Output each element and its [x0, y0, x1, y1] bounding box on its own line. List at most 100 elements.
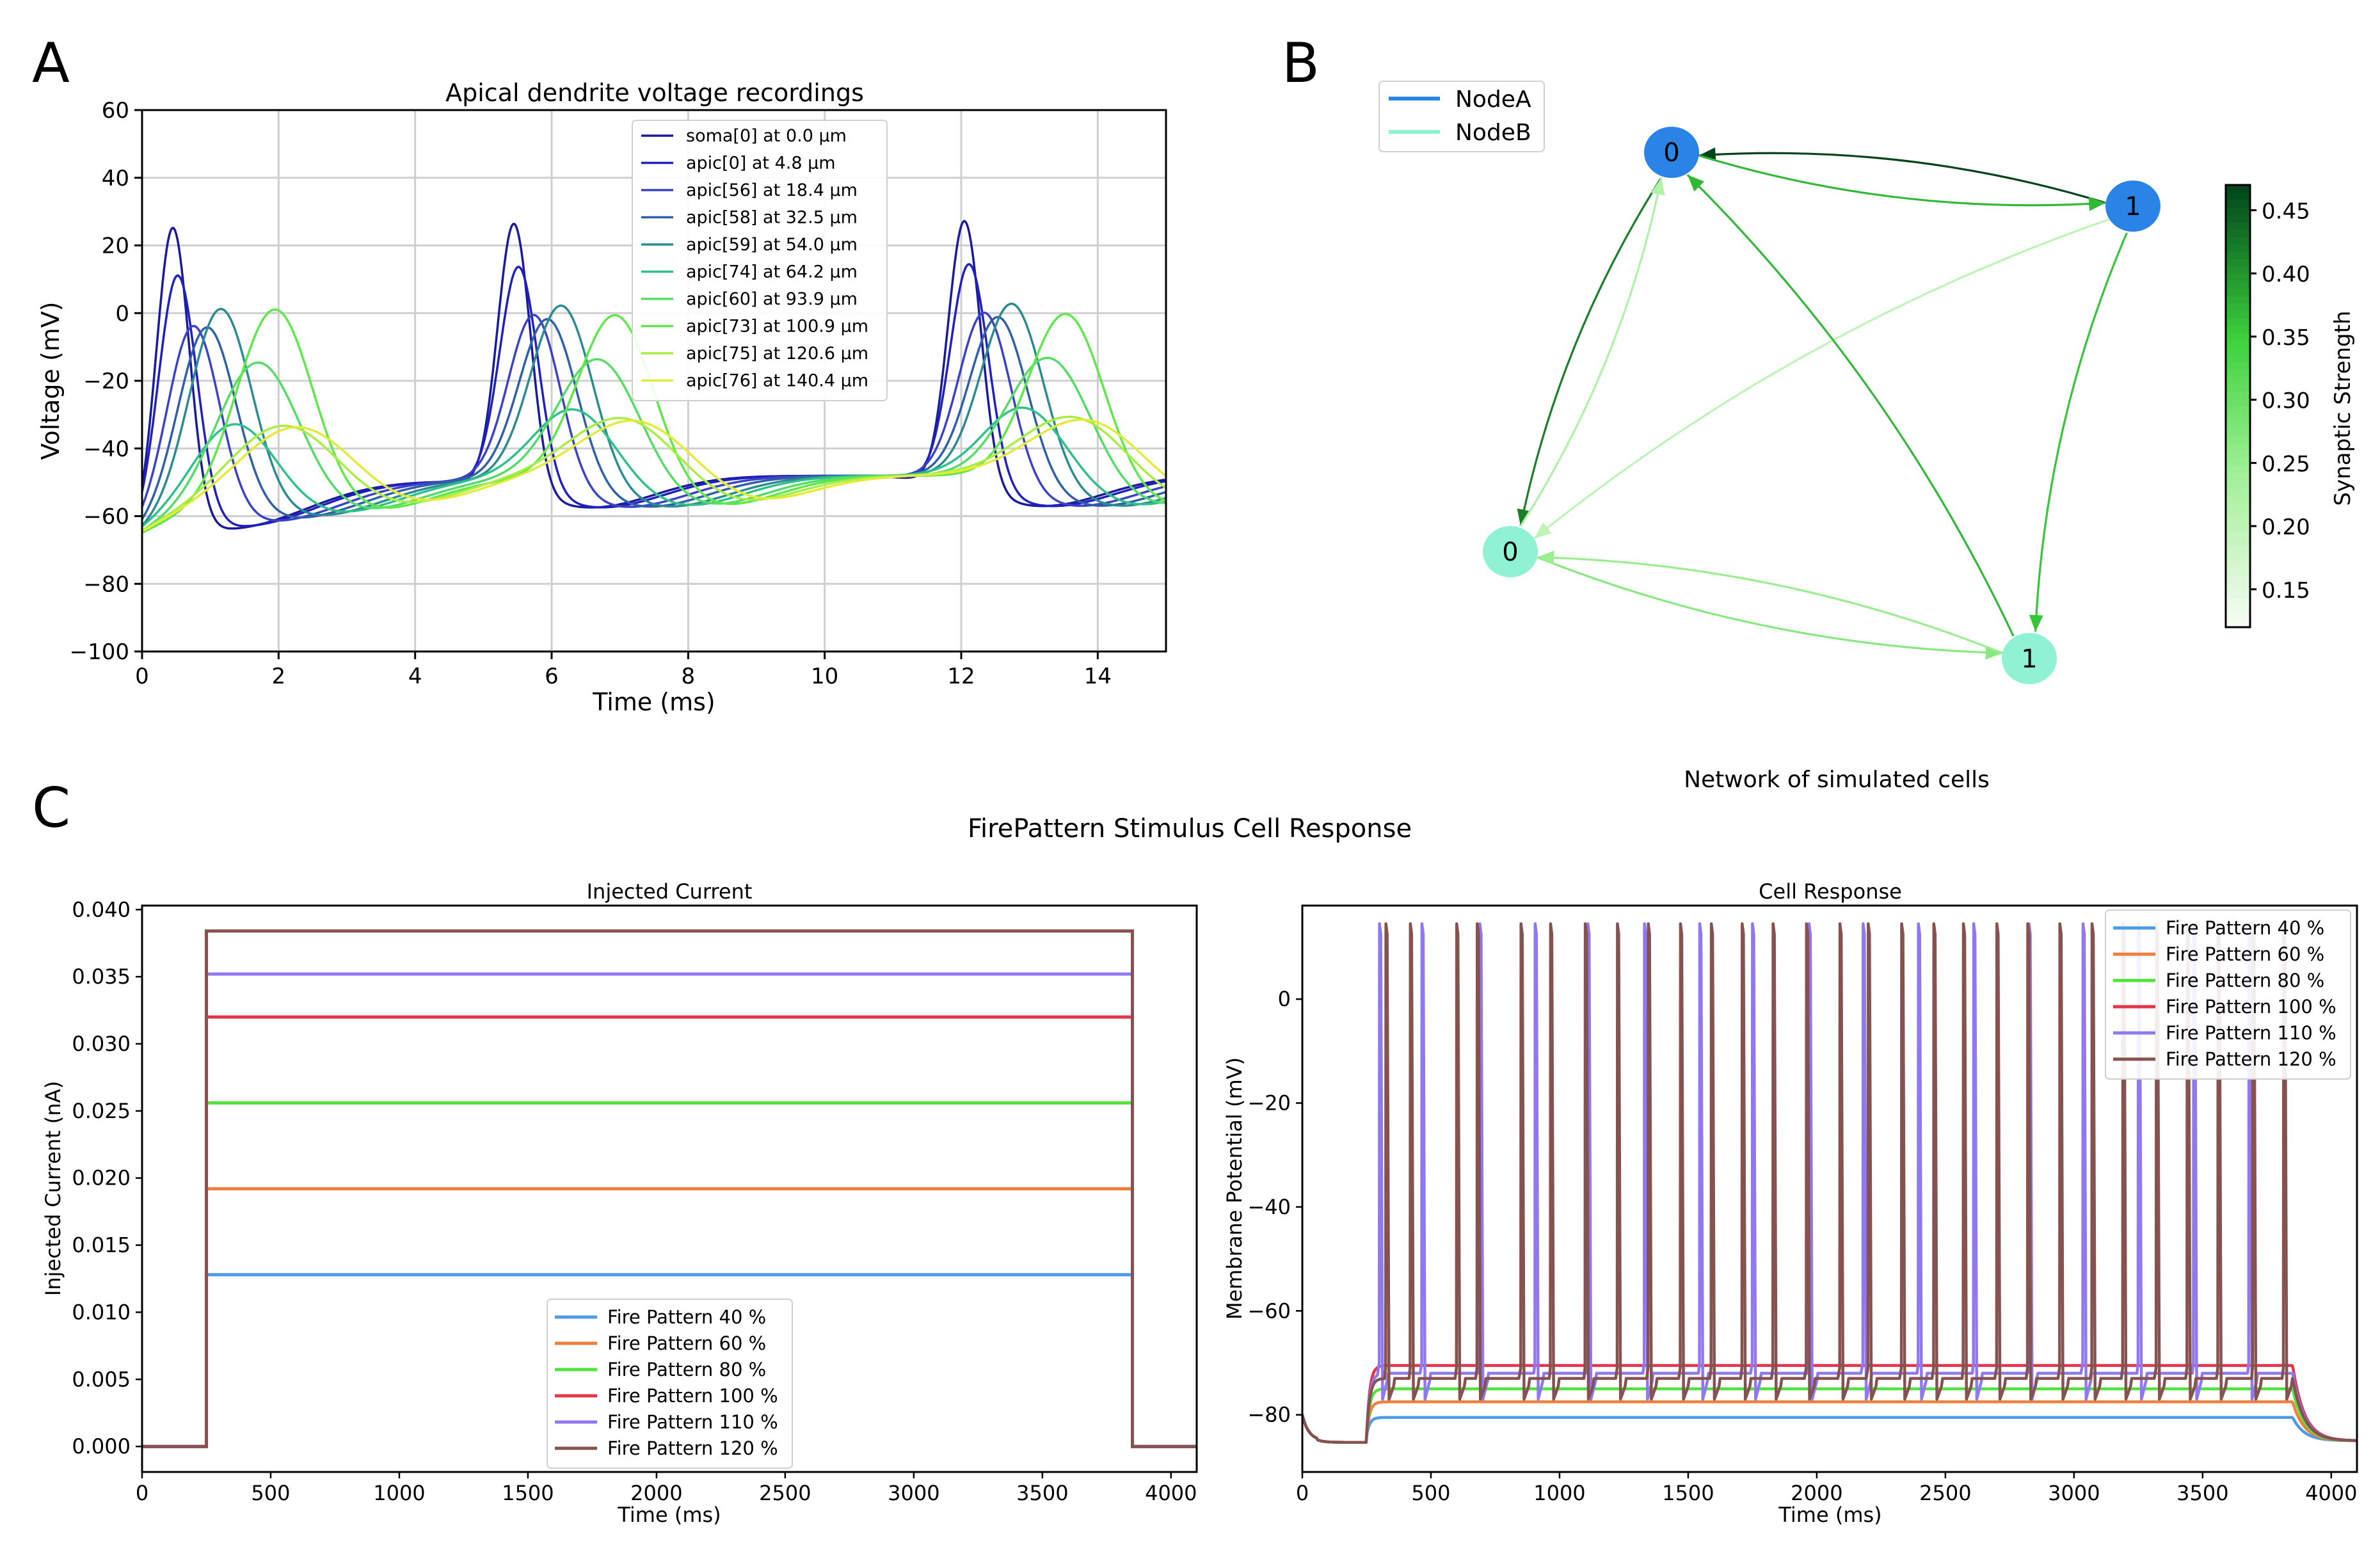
colorbar-segment [2226, 435, 2250, 444]
x-tick-label: 1000 [373, 1481, 425, 1505]
voltage-recordings-chart: Apical dendrite voltage recordings 0 2 4 6 8… [36, 79, 1167, 716]
x-tick-label: 2 [272, 664, 286, 689]
colorbar-segment [2226, 259, 2250, 267]
chart-c1-title: Injected Current [587, 879, 753, 904]
colorbar-tick-label: 0.40 [2262, 262, 2310, 287]
legend-label: Fire Pattern 60 % [2166, 943, 2324, 965]
y-tick-label: −80 [1247, 1403, 1291, 1427]
colorbar-tick-label: 0.20 [2262, 515, 2310, 540]
network-edge-arrowhead [1534, 522, 1552, 539]
colorbar-segment [2226, 376, 2250, 385]
x-tick-label: 0 [1296, 1481, 1309, 1505]
colorbar-segment [2226, 553, 2250, 562]
x-tick-label: 6 [545, 664, 559, 689]
legend-label: Fire Pattern 100 % [607, 1385, 778, 1407]
membrane-potential-trace [1300, 1400, 2358, 1444]
chart-c2-title: Cell Response [1759, 879, 1902, 904]
network-edge [1533, 218, 2109, 540]
network-edge-arrowhead [1698, 147, 1716, 162]
cell-response-chart: Cell Response 0 500 1000 1500 2000 2500 3000 35… [1222, 879, 2358, 1527]
synaptic-strength-colorbar: 0.15 0.20 0.25 0.30 0.35 0.40 0.45 [2224, 184, 2310, 628]
y-tick-label: 60 [102, 98, 129, 124]
y-tick-label: −40 [1247, 1195, 1291, 1219]
x-tick-label: 4000 [1145, 1481, 1197, 1505]
network-edge [2034, 232, 2128, 632]
legend-label: apic[60] at 93.9 μm [686, 289, 858, 309]
colorbar-segment [2226, 531, 2250, 540]
colorbar-segment [2226, 590, 2250, 598]
y-tick-label: −100 [70, 639, 129, 665]
legend-label: Fire Pattern 120 % [607, 1437, 778, 1459]
colorbar-tick-label: 0.30 [2262, 388, 2310, 414]
y-tick-label: −60 [1247, 1299, 1291, 1323]
chart-c1-legend: Fire Pattern 40 % Fire Pattern 60 % Fire P… [547, 1299, 793, 1469]
x-tick-label: 2500 [1919, 1481, 1971, 1505]
colorbar-segment [2226, 575, 2250, 584]
chart-a-ticks: 0 2 4 6 8 10 12 14 −100 −80 −60 −40 −20 0 20 40 60 [70, 98, 1112, 689]
legend-label: Fire Pattern 120 % [2166, 1048, 2336, 1070]
voltage-trace-line [141, 418, 1167, 532]
network-edge-arrowhead [1517, 508, 1531, 527]
colorbar-segment [2226, 192, 2250, 200]
colorbar-segment [2226, 280, 2250, 289]
y-tick-label: 0.015 [72, 1233, 131, 1258]
x-tick-label: 0 [135, 664, 149, 689]
colorbar-segment [2226, 612, 2250, 621]
legend-label: Fire Pattern 110 % [2166, 1022, 2336, 1044]
y-tick-label: 0.000 [72, 1434, 131, 1459]
x-tick-label: 1000 [1533, 1481, 1585, 1505]
legend-box [547, 1299, 793, 1469]
x-tick-label: 4 [408, 664, 422, 689]
y-tick-label: −80 [83, 572, 129, 597]
network-node-b1 [2002, 633, 2057, 684]
chart-c1-ticks: 0 500 1000 1500 2000 2500 3000 3500 4000 0.000 0.0… [72, 897, 1197, 1505]
network-node-label: 1 [2021, 644, 2037, 674]
colorbar-segment [2226, 236, 2250, 244]
colorbar-segment [2226, 509, 2250, 518]
colorbar-segment [2226, 362, 2250, 370]
panel-label-a: A [32, 31, 70, 95]
network-edge-arrowhead [1537, 550, 1554, 565]
injected-current-chart: Injected Current 0 500 1000 1500 2000 2500 300… [41, 879, 1198, 1527]
legend-label: soma[0] at 0.0 μm [686, 126, 847, 146]
chart-c1-series [142, 929, 1197, 1448]
chart-c2-ticks: 0 500 1000 1500 2000 2500 3000 3500 4000 −80 −60 −4… [1247, 987, 2357, 1505]
legend-label: apic[58] at 32.5 μm [686, 208, 858, 228]
legend-label: Fire Pattern 80 % [2166, 970, 2324, 991]
colorbar-segment [2226, 582, 2250, 591]
x-tick-label: 3000 [888, 1481, 939, 1505]
colorbar-segment [2226, 332, 2250, 340]
panel-label-c: C [32, 776, 70, 840]
y-tick-label: −20 [83, 369, 129, 394]
panel-label-b: B [1282, 31, 1320, 95]
colorbar-segment [2226, 251, 2250, 259]
legend-box [2105, 909, 2351, 1080]
colorbar-segment [2226, 310, 2250, 319]
colorbar-segment [2226, 516, 2250, 525]
x-tick-label: 3000 [2048, 1481, 2100, 1505]
x-tick-label: 3500 [2176, 1481, 2228, 1505]
legend-label: apic[74] at 64.2 μm [686, 262, 858, 282]
colorbar-segment [2226, 568, 2250, 577]
colorbar-segment [2226, 458, 2250, 466]
colorbar-segment [2226, 450, 2250, 458]
colorbar-segment [2226, 561, 2250, 569]
colorbar-segment [2226, 266, 2250, 274]
legend-label: apic[75] at 120.6 μm [686, 344, 868, 364]
legend-label: apic[56] at 18.4 μm [686, 180, 858, 200]
colorbar-segment [2226, 214, 2250, 223]
network-node-label: 0 [1663, 138, 1679, 168]
voltage-trace-line [141, 356, 1167, 532]
network-edge [1519, 177, 1663, 527]
colorbar-segment [2226, 244, 2250, 252]
y-tick-label: 20 [102, 234, 129, 259]
y-tick-label: 40 [102, 166, 129, 191]
y-tick-label: −20 [1247, 1091, 1291, 1115]
colorbar-segment [2226, 494, 2250, 503]
x-tick-label: 8 [682, 664, 696, 689]
colorbar-segment [2226, 200, 2250, 208]
network-edge [1537, 556, 2002, 654]
chart-a-xlabel: Time (ms) [592, 688, 715, 716]
colorbar-segment [2226, 443, 2250, 451]
colorbar-segment [2226, 295, 2250, 304]
